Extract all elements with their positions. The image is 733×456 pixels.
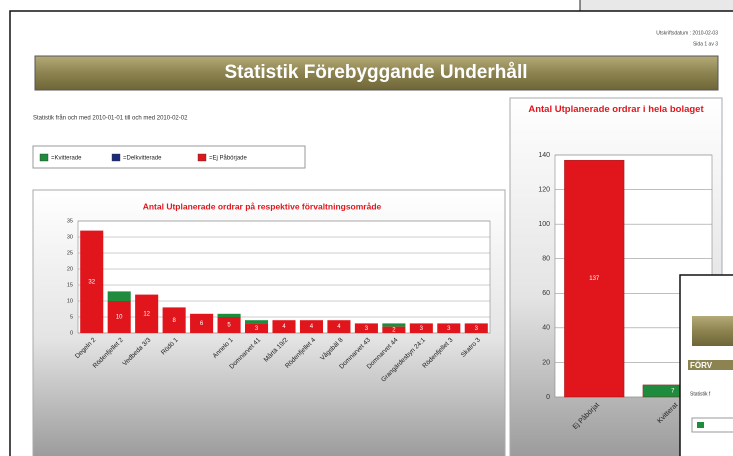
- value-label: 7: [671, 389, 675, 395]
- chart-title: Antal Utplanerade ordrar i hela bolaget: [528, 104, 704, 115]
- front-title-bar: [692, 316, 733, 346]
- front-text: Statistik f: [690, 391, 711, 397]
- bar-segment: [217, 313, 241, 317]
- legend-label: =Delkvitterade: [123, 156, 162, 162]
- value-label: 137: [589, 276, 600, 282]
- legend-swatch: [39, 153, 49, 162]
- bar-segment: [382, 326, 406, 333]
- y-tick-label: 35: [67, 218, 73, 224]
- value-label: 8: [172, 318, 176, 324]
- value-label: 4: [310, 324, 314, 330]
- y-tick-label: 10: [67, 298, 73, 304]
- title: Statistik Förebyggande Underhåll: [225, 62, 528, 83]
- front-heading-bar: [688, 360, 733, 370]
- bar-segment: [244, 323, 269, 333]
- legend-swatch: [111, 153, 121, 162]
- front-legend-swatch: [697, 422, 704, 428]
- front-legend: [691, 417, 733, 433]
- value-label: 4: [282, 324, 286, 330]
- value-label: 3: [447, 326, 451, 332]
- bar-segment: [80, 230, 104, 333]
- value-label: 10: [116, 315, 123, 321]
- value-label: 4: [337, 324, 341, 330]
- title-bar: [34, 55, 719, 91]
- y-tick-label: 40: [542, 325, 550, 332]
- bar-segment: [107, 301, 131, 333]
- bar-segment: [464, 323, 488, 333]
- bar-segment: [217, 317, 241, 333]
- print-date: Utskriftsdatum : 2010-02-03: [656, 30, 718, 36]
- chart-title-box: Antal Utplanerade ordrar i hela bolaget: [528, 104, 704, 115]
- y-tick-label: 5: [70, 314, 73, 320]
- y-tick-label: 60: [542, 290, 550, 297]
- value-label: 3: [365, 326, 369, 332]
- value-label: 6: [200, 321, 204, 327]
- period: Statistik från och med 2010-01-01 till o…: [33, 115, 188, 122]
- front-heading: FÖRV: [690, 361, 713, 370]
- y-tick-label: 0: [70, 330, 73, 336]
- value-label: 2: [392, 327, 396, 333]
- bar-segment: [409, 323, 433, 333]
- y-tick-label: 15: [67, 282, 73, 288]
- back-window: [580, 0, 733, 12]
- page-number: Sida 1 av 3: [693, 41, 718, 47]
- bar-segment: [299, 320, 324, 333]
- front-window: FÖRV Statistik f: [679, 274, 733, 456]
- value-label: 3: [475, 326, 479, 332]
- chart-title: Antal Utplanerade ordrar på respektive f…: [143, 201, 382, 211]
- value-label: 3: [420, 326, 424, 332]
- value-label: 5: [227, 323, 231, 329]
- value-label: 3: [255, 326, 259, 332]
- y-tick-label: 25: [67, 250, 73, 256]
- y-tick-label: 0: [546, 394, 550, 401]
- bar-segment: [135, 294, 159, 333]
- legend: [32, 145, 306, 169]
- y-tick-label: 30: [67, 234, 73, 240]
- bar: [564, 159, 625, 398]
- legend-label: =Kvitterade: [51, 156, 82, 162]
- y-tick-label: 100: [538, 221, 550, 228]
- value-label: 12: [143, 311, 150, 317]
- bar-segment: [244, 320, 269, 324]
- y-tick-label: 80: [542, 256, 550, 263]
- legend-swatch: [197, 153, 207, 162]
- y-tick-label: 20: [542, 359, 550, 366]
- bar-segment: [327, 320, 351, 333]
- y-tick-label: 140: [538, 152, 550, 159]
- y-tick-label: 120: [538, 186, 550, 193]
- bar-segment: [190, 313, 214, 333]
- value-label: 32: [88, 279, 95, 285]
- bar-segment: [272, 320, 296, 333]
- bar-segment: [162, 307, 186, 333]
- bar-segment: [107, 291, 131, 301]
- bar-segment: [382, 323, 406, 327]
- bar-segment: [437, 323, 461, 333]
- legend-label: =Ej Påbörjade: [209, 155, 248, 162]
- y-tick-label: 20: [67, 266, 73, 272]
- bar-segment: [354, 323, 378, 333]
